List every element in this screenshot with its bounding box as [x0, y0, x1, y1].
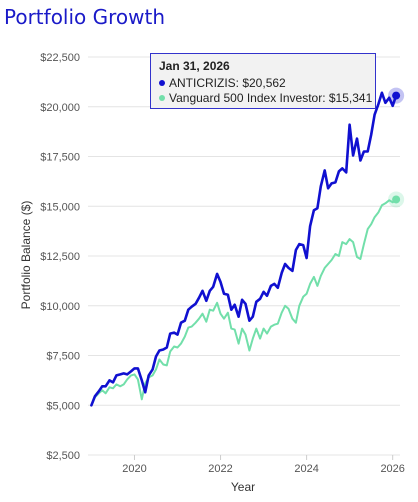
y-tick-label: $10,000 — [40, 301, 80, 313]
anticrizis-legend-dot — [159, 79, 165, 86]
y-tick-label: $20,000 — [40, 102, 80, 114]
x-axis-ticks: 2020 2022 2024 2026 — [122, 455, 405, 475]
hover-markers — [388, 87, 405, 208]
y-axis-label: Portfolio Balance ($) — [19, 201, 33, 310]
chart-tooltip: Jan 31, 2026 ANTICRIZIS: $20,562 Vanguar… — [150, 53, 376, 109]
tooltip-row-text: ANTICRIZIS: $20,562 — [169, 76, 286, 90]
x-tick-label: 2022 — [208, 463, 232, 475]
y-tick-label: $15,000 — [40, 201, 80, 213]
x-tick-label: 2026 — [380, 463, 404, 475]
grid-lines — [88, 56, 400, 456]
series-line-vanguard[interactable] — [90, 198, 398, 407]
y-tick-label: $12,500 — [40, 251, 80, 263]
x-tick-label: 2020 — [122, 463, 146, 475]
y-tick-label: $22,500 — [40, 52, 80, 64]
y-axis-ticks: $2,500 $5,000 $7,500 $10,000 $12,500 $15,000 $… — [40, 52, 80, 462]
y-tick-label: $7,500 — [46, 351, 80, 363]
hover-point-anticrizis — [392, 91, 401, 100]
series-lines[interactable] — [90, 91, 398, 407]
series-line-anticrizis[interactable] — [90, 91, 398, 407]
x-axis-label: Year — [231, 480, 255, 494]
tooltip-row-vanguard: Vanguard 500 Index Investor: $15,341 — [159, 91, 372, 106]
hover-point-vanguard — [392, 195, 401, 204]
tooltip-row-text: Vanguard 500 Index Investor: $15,341 — [169, 91, 373, 105]
y-tick-label: $2,500 — [46, 450, 80, 462]
chart-title: Portfolio Growth — [4, 5, 166, 29]
tooltip-date: Jan 31, 2026 — [159, 59, 230, 73]
x-tick-label: 2024 — [294, 463, 318, 475]
y-tick-label: $17,500 — [40, 152, 80, 164]
y-tick-label: $5,000 — [46, 400, 80, 412]
tooltip-row-anticrizis: ANTICRIZIS: $20,562 — [159, 76, 367, 91]
vanguard-legend-dot — [159, 94, 165, 101]
